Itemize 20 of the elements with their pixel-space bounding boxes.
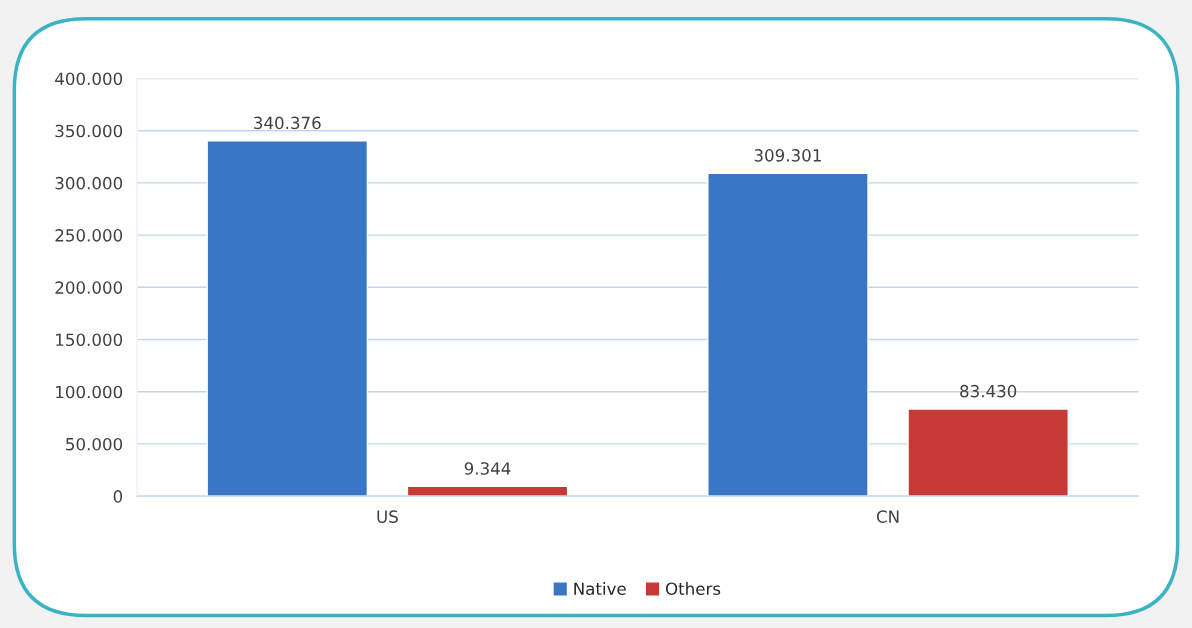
legend-label: Others — [665, 582, 721, 596]
y-tick-label: 200.000 — [55, 281, 123, 294]
data-label: 9.344 — [464, 462, 511, 475]
y-tick-label: 0 — [113, 490, 123, 503]
y-tick-label: 400.000 — [55, 72, 123, 86]
x-tick-label: CN — [876, 510, 899, 523]
y-tick-label: 100.000 — [56, 385, 123, 399]
data-label: 83.430 — [960, 384, 1017, 398]
y-tick-label: 350.000 — [55, 124, 123, 138]
bar — [907, 408, 1069, 497]
data-label: 309.301 — [754, 149, 821, 162]
x-tick-label: US — [377, 510, 398, 523]
y-tick-label: 300.000 — [55, 176, 123, 190]
bar — [707, 172, 869, 497]
data-label: 340.376 — [254, 116, 321, 130]
y-tick-label: 250.000 — [55, 229, 123, 242]
y-tick-label: 150.000 — [56, 333, 123, 347]
bar — [206, 140, 369, 497]
legend-label: Native — [574, 582, 626, 596]
y-tick-label: 50.000 — [66, 437, 123, 451]
